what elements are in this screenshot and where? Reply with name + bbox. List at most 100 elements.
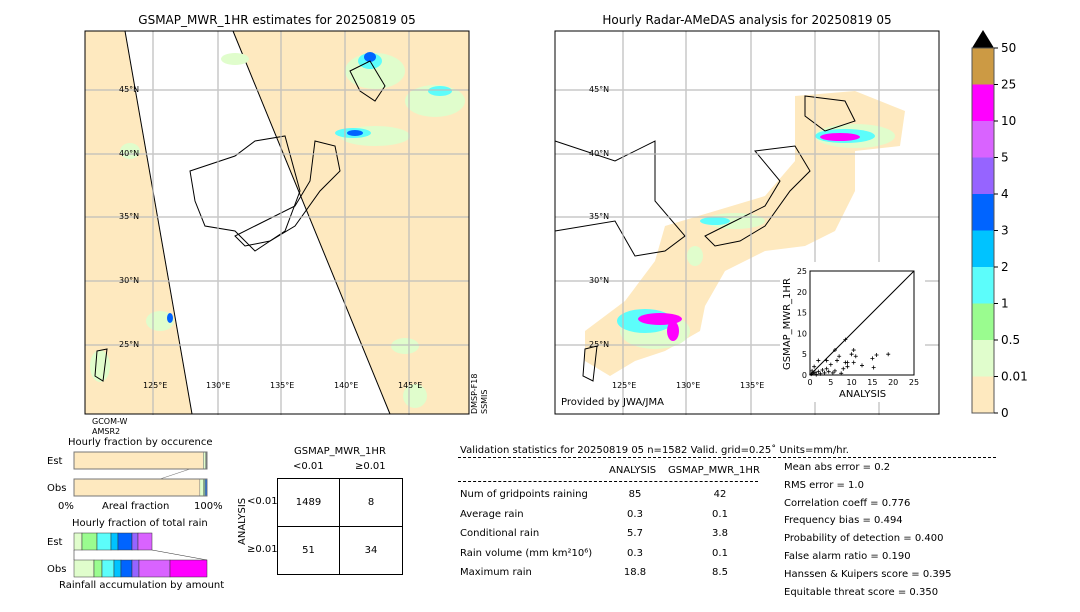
scatter-point (870, 356, 875, 361)
lat-label: 35°N (119, 212, 140, 221)
x-tick-label: 20 (888, 378, 898, 387)
rain-segment (110, 532, 119, 551)
sensor-label: AMSR2 (92, 427, 121, 436)
scatter-point (843, 337, 848, 342)
scatter-point (828, 362, 833, 367)
occurrence-bars (73, 451, 208, 497)
scatter-point (835, 358, 840, 363)
lat-label: 35°N (589, 212, 610, 221)
colorbar-swatch (972, 157, 994, 194)
scatter-point (824, 358, 829, 363)
stats-a: 18.8 (623, 567, 647, 578)
lat-label: 40°N (589, 149, 610, 158)
stats-label: Num of gridpoints raining (460, 489, 588, 500)
score: Hanssen & Kuipers score = 0.395 (784, 568, 952, 580)
rain-segment (73, 559, 95, 578)
lon-label: 130°E (676, 381, 701, 390)
colorbar-tick-label: 10 (1001, 114, 1016, 128)
x-tick-label: 0 (807, 378, 812, 387)
table-cell: 8 (340, 479, 402, 527)
scatter-point (814, 372, 819, 377)
scatter-point (851, 360, 856, 365)
lon-label: 135°E (270, 381, 295, 390)
colorbar-swatch (972, 376, 994, 413)
est-label: Est (47, 456, 63, 467)
colorbar-tick-label: 4 (1001, 187, 1009, 201)
scatter-point (816, 358, 821, 363)
scatter-point (841, 366, 846, 371)
stats-g: 8.5 (712, 567, 728, 578)
y-tick-label: 15 (797, 309, 807, 318)
left-map-title: GSMAP_MWR_1HR estimates for 20250819 05 (138, 13, 416, 27)
rain-segment (96, 532, 112, 551)
colorbar-swatch (972, 194, 994, 231)
bar-frame (73, 478, 208, 497)
scatter-ylabel: GSMAP_MWR_1HR (782, 278, 793, 370)
rain-segment (73, 532, 83, 551)
rain-segment (131, 532, 139, 551)
lat-label: 45°N (589, 85, 610, 94)
stats-a: 0.3 (627, 547, 643, 559)
colorbar-tick-label: 5 (1001, 151, 1009, 165)
scatter-plot: 00 5 5 10 10 15 15 20 20 25 25 (797, 267, 919, 387)
occurrence-title: Hourly fraction by occurence (68, 437, 213, 448)
scatter-xlabel: ANALYSIS (839, 389, 887, 400)
scatter-point (853, 354, 858, 359)
colorbar-tick-label: 0 (1001, 406, 1009, 420)
col-label: ≥0.01 (355, 461, 386, 472)
stats-g: 0.1 (712, 508, 728, 520)
scatter-point (832, 348, 837, 353)
scatter-point (839, 371, 844, 376)
y-tick-label: 5 (802, 350, 807, 359)
right-map-title: Hourly Radar-AMeDAS analysis for 2025081… (602, 13, 892, 27)
lat-label: 30°N (119, 276, 140, 285)
y-tick-label: 20 (797, 288, 807, 297)
lon-label: 135°E (740, 381, 765, 390)
table-title: GSMAP_MWR_1HR (294, 446, 386, 457)
scatter-point (812, 370, 817, 375)
left-map (84, 30, 470, 415)
colorbar-tick-label: 1 (1001, 297, 1009, 311)
fraction-segment (73, 451, 204, 470)
lon-label: 125°E (612, 381, 637, 390)
colorbar-tick-label: 25 (1001, 78, 1016, 92)
credit: Provided by JWA/JMA (561, 397, 664, 408)
colorbar-tick-label: 0.5 (1001, 333, 1020, 347)
scatter-point (812, 364, 817, 369)
obs-label: Obs (47, 564, 67, 575)
fraction-segment (73, 478, 201, 497)
lat-label: 40°N (119, 149, 140, 158)
score: Frequency bias = 0.494 (784, 515, 903, 527)
y-tick-label: 25 (797, 267, 807, 276)
x-tick-label: 15 (867, 378, 877, 387)
col-label: <0.01 (293, 461, 324, 472)
scatter-point (820, 368, 825, 373)
scatter-point (826, 369, 831, 374)
colorbar-tick-label: 50 (1001, 41, 1016, 55)
scatter-point (860, 363, 864, 368)
est-label: Est (47, 537, 63, 548)
bar-frame (73, 451, 208, 470)
scatter-point (809, 372, 814, 377)
scatter-point (810, 368, 815, 373)
stats-col-analysis: ANALYSIS (609, 465, 657, 476)
scatter-point (816, 369, 821, 374)
stats-col-gsmap: GSMAP_MWR_1HR (668, 465, 760, 476)
lon-label: 140°E (334, 381, 359, 390)
rain-segment (131, 559, 140, 578)
score: Equitable threat score = 0.350 (784, 586, 939, 598)
rain-segment (93, 559, 103, 578)
stats-header: Validation statistics for 20250819 05 n=… (460, 445, 849, 456)
rain-segment (81, 532, 98, 551)
scatter-point (849, 352, 854, 357)
colorbar-extend-arrow (972, 30, 994, 48)
score: RMS error = 1.0 (784, 479, 864, 491)
lat-label: 45°N (119, 85, 140, 94)
occurrence-xlabel: Areal fraction (102, 501, 170, 512)
rain-fraction-title: Hourly fraction of total rain (72, 518, 208, 529)
rain-fraction-bars (73, 532, 208, 578)
colorbar-swatch (972, 303, 994, 340)
score: Mean abs error = 0.2 (784, 462, 891, 473)
right-map (554, 30, 940, 415)
scatter-point (851, 348, 856, 353)
